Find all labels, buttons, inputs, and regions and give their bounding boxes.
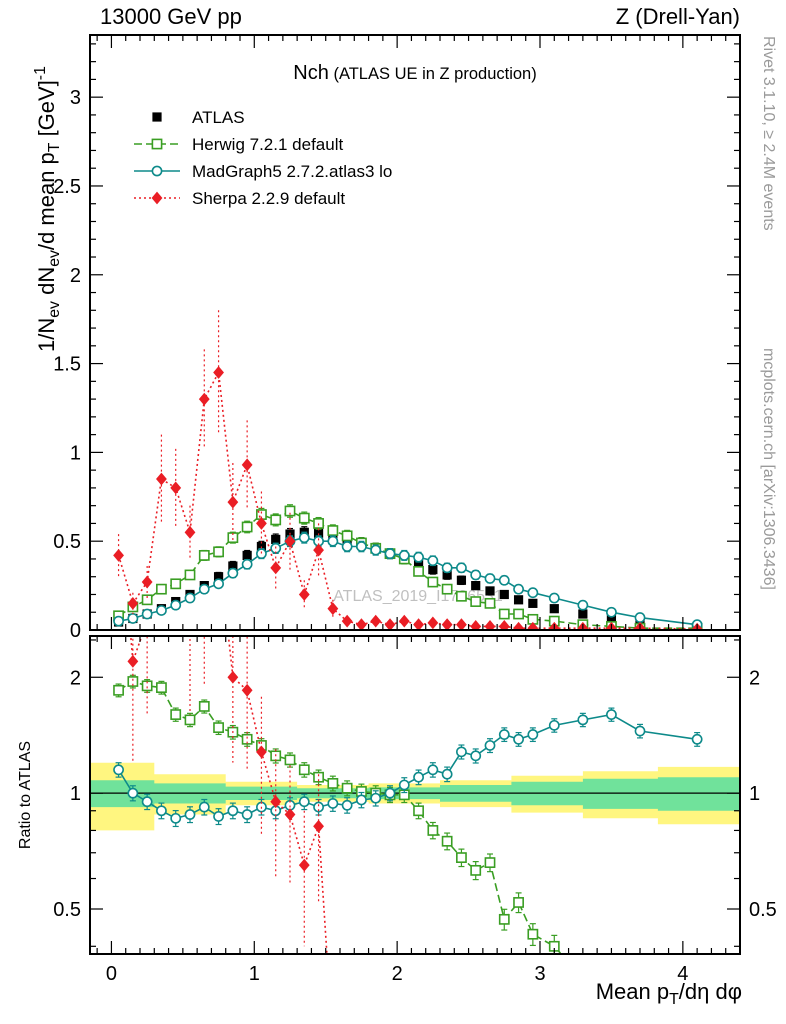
header-process-label: Z (Drell-Yan) [616,4,740,29]
chart-title: Nch (ATLAS UE in Z production) [293,62,536,84]
legend-item-sherpa-2-2-9-default: Sherpa 2.2.9 default [134,189,345,208]
tick-label: 2 [70,667,81,689]
tick-label: 0.5 [53,531,81,553]
uncertainty-bands [90,762,740,831]
legend-item-madgraph5-2-7-2-atlas3-lo: MadGraph5 2.7.2.atlas3 lo [134,162,392,181]
tick-label: 1 [749,783,760,805]
main-panel-frame [89,34,741,631]
ratio-series-herwig-7-2-1-default [113,674,563,954]
ratio-y-axis-label: Ratio to ATLAS [17,741,34,849]
tick-label: 1 [70,783,81,805]
legend-label: Herwig 7.2.1 default [192,135,343,154]
legend-label: Sherpa 2.2.9 default [192,189,345,208]
tick-label: 0 [106,963,117,985]
ratio-panel-frame [89,635,741,955]
rivet-version-credit: Rivet 3.1.10, ≥ 2.4M events [760,36,777,231]
tick-label: 0.5 [749,899,777,921]
tick-label: 1 [249,963,260,985]
legend-item-atlas: ATLAS [152,108,245,127]
header-beam-label: 13000 GeV pp [100,4,242,29]
tick-label: 1 [70,442,81,464]
legend-label: MadGraph5 2.7.2.atlas3 lo [192,162,392,181]
tick-label: 4 [677,963,688,985]
green-band [90,777,740,811]
tick-label: 0 [70,620,81,642]
tick-label: 3 [70,87,81,109]
tick-label: 2 [392,963,403,985]
legend-label: ATLAS [192,108,245,127]
axis-ticks: 0 0.5 1 1.5 2 2.5 3 0.5 0.5 1 1 2 2 0 1 2 3 4 [53,35,777,985]
mcplots-credit: mcplots.cern.ch [arXiv:1306.3436] [760,348,777,590]
ratio-series-madgraph5-2-7-2-atlas3-lo [113,707,703,828]
tick-label: 3 [534,963,545,985]
tick-label: 0.5 [53,899,81,921]
tick-label: 1.5 [53,354,81,376]
tick-label: 2 [749,667,760,689]
x-axis-label: Mean pT/dη dφ [596,979,742,1008]
y-axis-label: 1/Nev dNev/d mean pT [GeV]-1 [32,66,63,352]
series-madgraph5-2-7-2-atlas3-lo [113,531,703,630]
legend-item-herwig-7-2-1-default: Herwig 7.2.1 default [134,135,343,154]
ratio-series-sherpa-2-2-9-default [127,636,328,954]
tick-label: 2 [70,265,81,287]
legend: ATLAS Herwig 7.2.1 default MadGraph5 2.7.2… [134,108,392,208]
tick-label: 2.5 [53,176,81,198]
